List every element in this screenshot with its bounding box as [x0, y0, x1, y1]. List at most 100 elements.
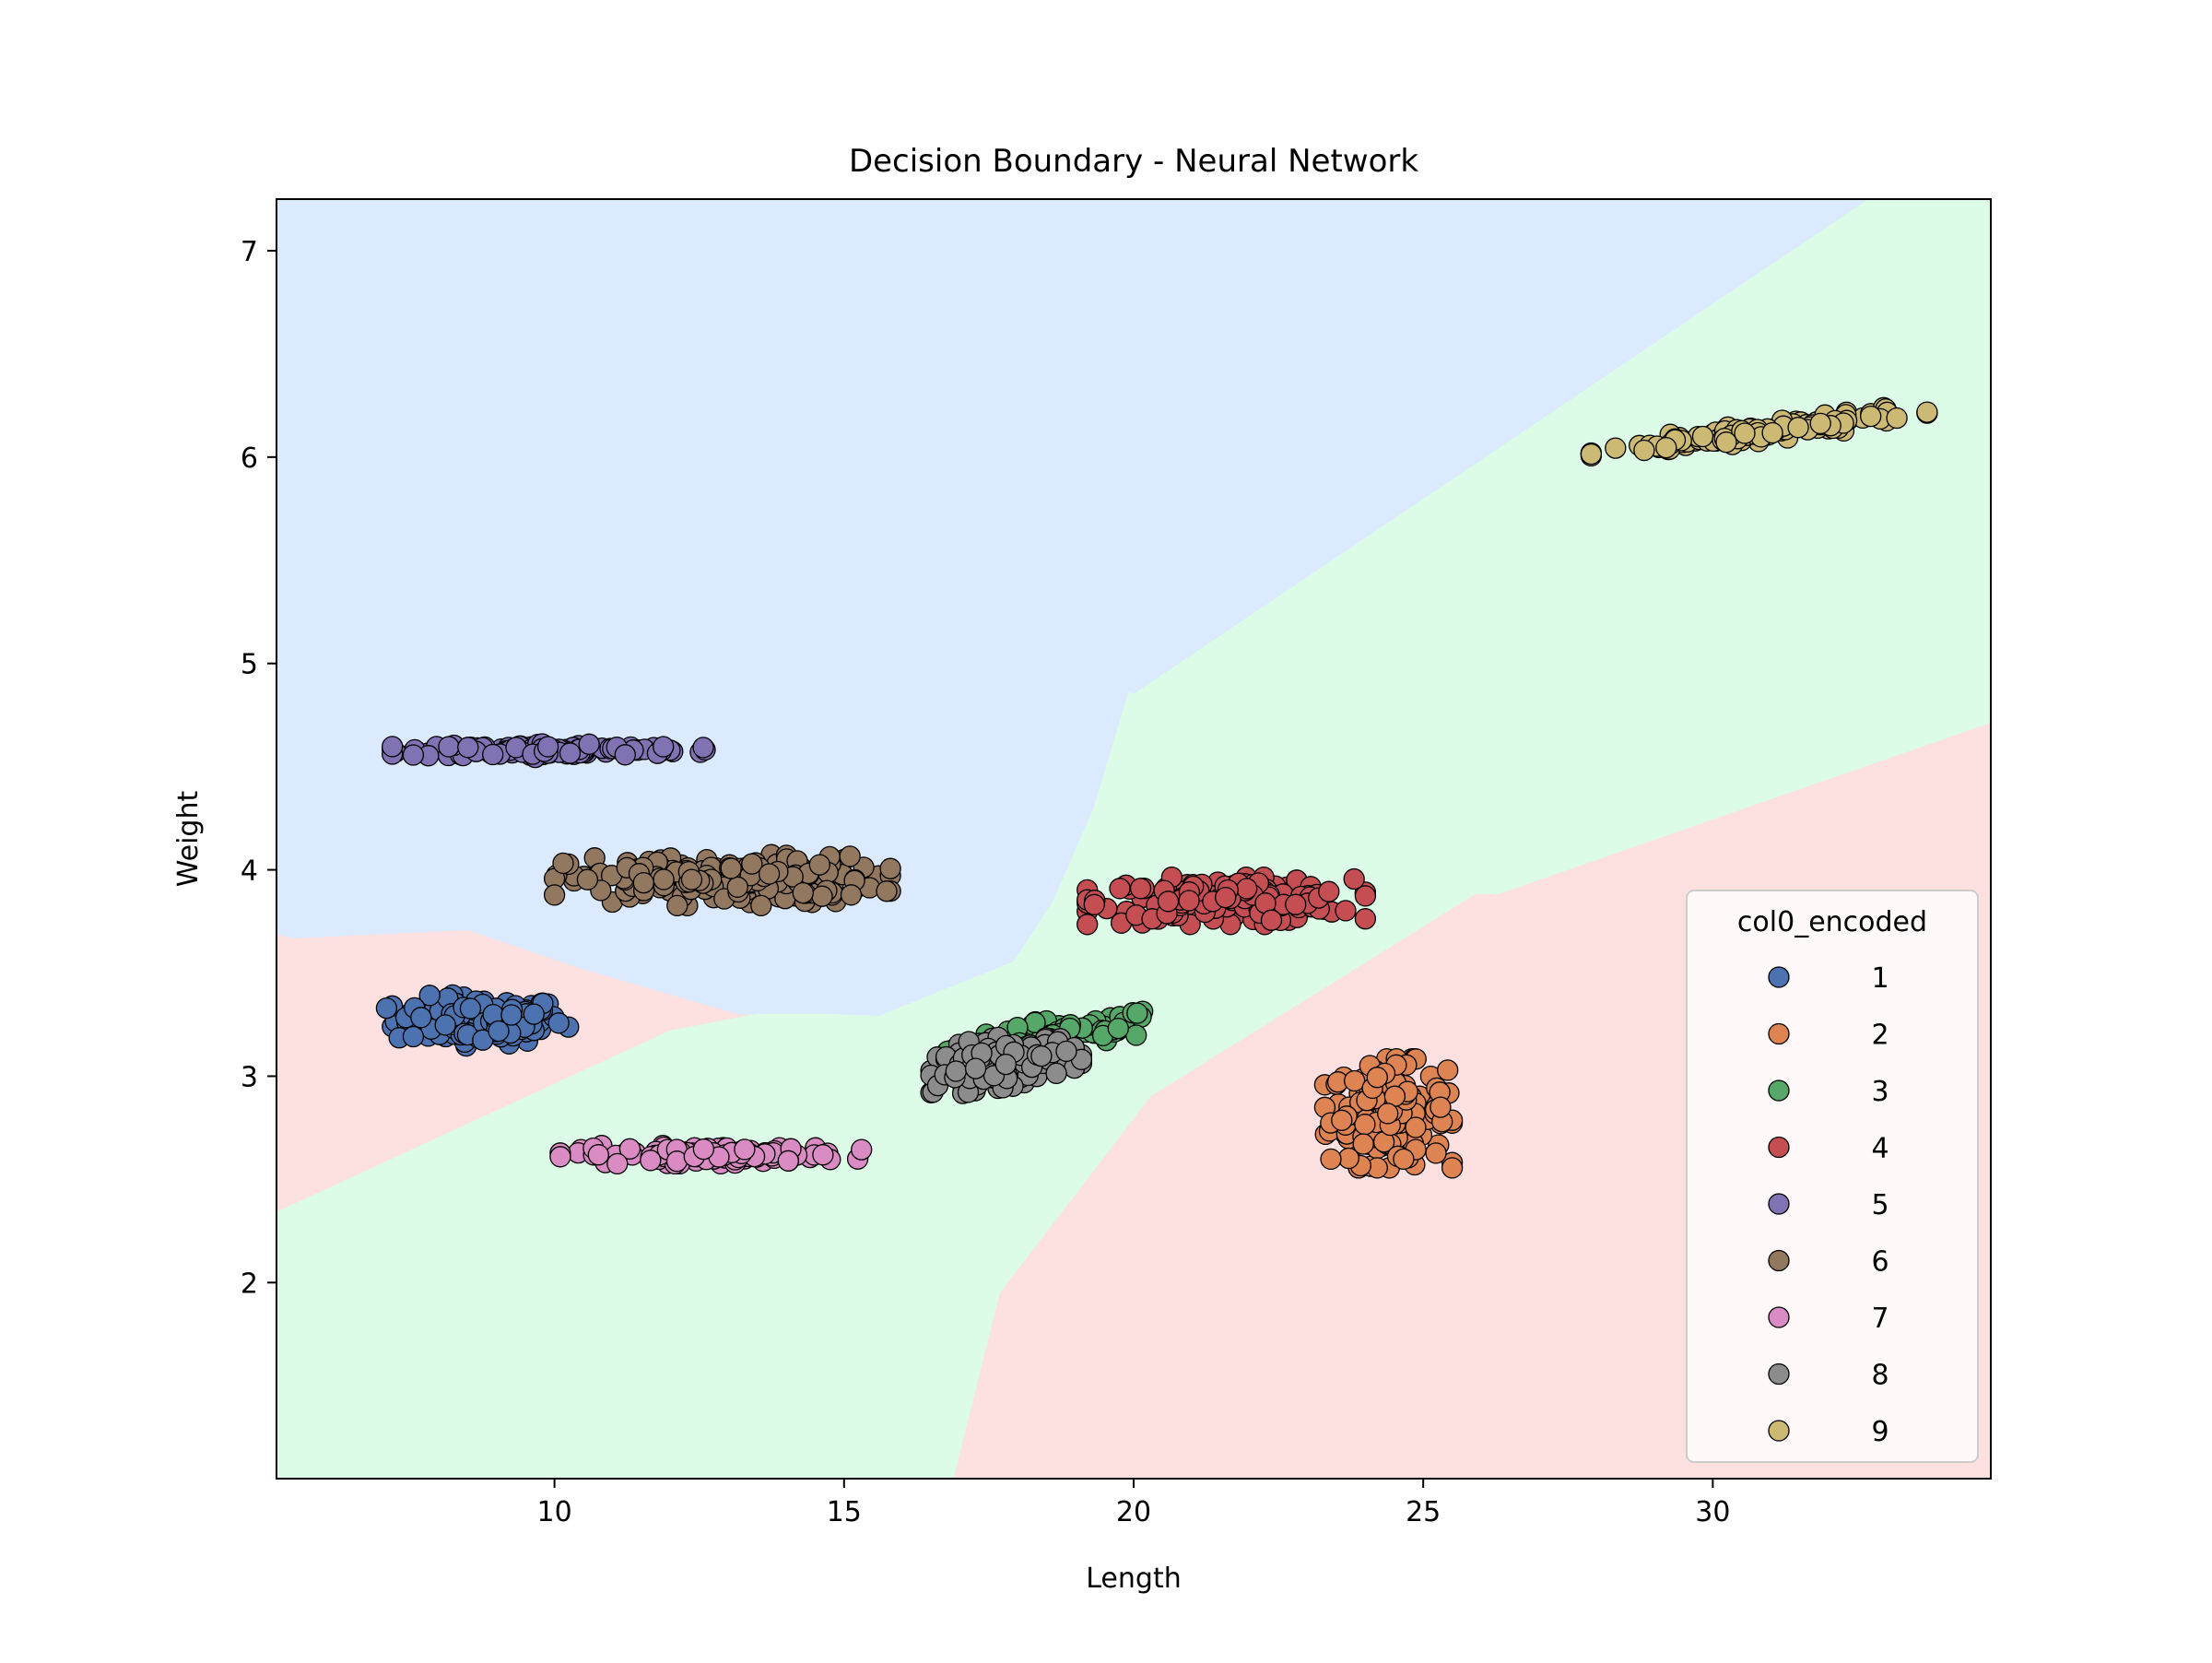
data-point [734, 1138, 756, 1161]
data-point [1691, 425, 1714, 448]
y-axis-label: Weight [172, 791, 205, 888]
x-tick-label: 25 [1406, 1496, 1441, 1528]
data-point [758, 863, 781, 885]
data-point [1734, 422, 1756, 444]
data-point [1916, 401, 1938, 423]
legend-label-6: 6 [1871, 1246, 1888, 1279]
series-2-points [1313, 1047, 1464, 1179]
data-point [994, 1053, 1017, 1076]
data-point [578, 733, 600, 755]
data-point [1129, 878, 1152, 900]
data-point [653, 868, 675, 890]
data-point [964, 1057, 987, 1079]
legend-box [1686, 890, 1979, 1463]
data-point [632, 871, 654, 894]
data-point [1109, 878, 1131, 900]
data-point [1366, 1067, 1388, 1089]
data-point [536, 736, 559, 758]
legend-label-3: 3 [1871, 1076, 1888, 1108]
data-point [1335, 900, 1357, 922]
legend-marker-2 [1768, 1022, 1790, 1045]
chart-title: Decision Boundary - Neural Network [849, 143, 1418, 180]
x-tick-label: 10 [537, 1496, 572, 1528]
data-point [457, 737, 479, 759]
data-point [1605, 437, 1627, 459]
data-point [1107, 1017, 1129, 1040]
y-tick-label: 3 [241, 1061, 258, 1093]
x-axis-ticks: 10 15 20 25 30 [537, 1479, 1730, 1528]
legend: col0_encoded 1 2 3 4 5 6 7 8 9 [1686, 890, 1979, 1463]
data-point [438, 736, 460, 758]
data-point [692, 737, 714, 759]
data-point [692, 1138, 715, 1161]
data-point [851, 1138, 873, 1161]
legend-label-8: 8 [1871, 1360, 1888, 1392]
legend-label-5: 5 [1871, 1189, 1888, 1221]
data-point [653, 736, 675, 758]
legend-label-1: 1 [1871, 962, 1888, 995]
legend-marker-6 [1768, 1249, 1790, 1272]
data-point [1633, 439, 1655, 462]
series-9-points [1580, 396, 1938, 467]
data-point [839, 845, 861, 867]
data-point [1715, 431, 1737, 454]
data-point [606, 1152, 629, 1175]
y-tick-label: 5 [241, 649, 258, 681]
data-point [1083, 893, 1105, 915]
data-point [720, 857, 742, 879]
y-axis-ticks: 2 3 4 5 6 7 [241, 236, 276, 1300]
series-5-points [382, 733, 716, 769]
data-point [1126, 1002, 1148, 1024]
data-point [1354, 908, 1377, 930]
data-point [680, 868, 703, 890]
data-point [1178, 890, 1200, 912]
legend-marker-5 [1768, 1193, 1790, 1215]
legend-marker-7 [1768, 1306, 1790, 1328]
data-point [375, 997, 398, 1020]
data-point [418, 985, 441, 1007]
data-point [1425, 1142, 1447, 1164]
data-point [812, 1144, 834, 1166]
y-tick-label: 7 [241, 236, 258, 268]
data-point [1354, 1114, 1376, 1136]
data-point [1157, 890, 1180, 913]
legend-marker-4 [1768, 1136, 1790, 1159]
data-point [1437, 1059, 1459, 1081]
data-point [1343, 867, 1365, 890]
data-point [552, 852, 574, 875]
series-4-points [1077, 866, 1377, 936]
data-point [1787, 417, 1809, 439]
data-point [1441, 1157, 1464, 1179]
data-point [1430, 1096, 1452, 1118]
data-point [587, 1144, 609, 1166]
data-point [1405, 1116, 1427, 1138]
data-point [1580, 442, 1603, 466]
data-point [1809, 412, 1831, 435]
data-point [500, 1004, 523, 1026]
data-point [1125, 1024, 1147, 1046]
data-point [1320, 1148, 1342, 1171]
data-point [618, 1138, 641, 1160]
data-point [879, 857, 901, 879]
data-point [382, 736, 404, 758]
data-point [808, 854, 830, 876]
legend-marker-1 [1768, 966, 1790, 988]
data-point [1215, 886, 1237, 909]
data-point [434, 1014, 456, 1036]
data-point [1055, 1040, 1077, 1063]
data-point [547, 1012, 570, 1034]
data-point [543, 884, 566, 906]
data-point [482, 743, 504, 766]
x-axis-label: Length [1086, 1563, 1181, 1595]
data-points [375, 396, 1938, 1179]
data-point [1377, 1103, 1399, 1125]
y-tick-label: 4 [241, 855, 258, 888]
data-point [1886, 407, 1908, 430]
y-tick-label: 6 [241, 442, 258, 475]
data-point [576, 868, 599, 890]
data-point [523, 1003, 545, 1025]
data-point [1331, 1109, 1353, 1131]
legend-label-4: 4 [1871, 1133, 1888, 1165]
series-8-points [920, 1026, 1093, 1104]
